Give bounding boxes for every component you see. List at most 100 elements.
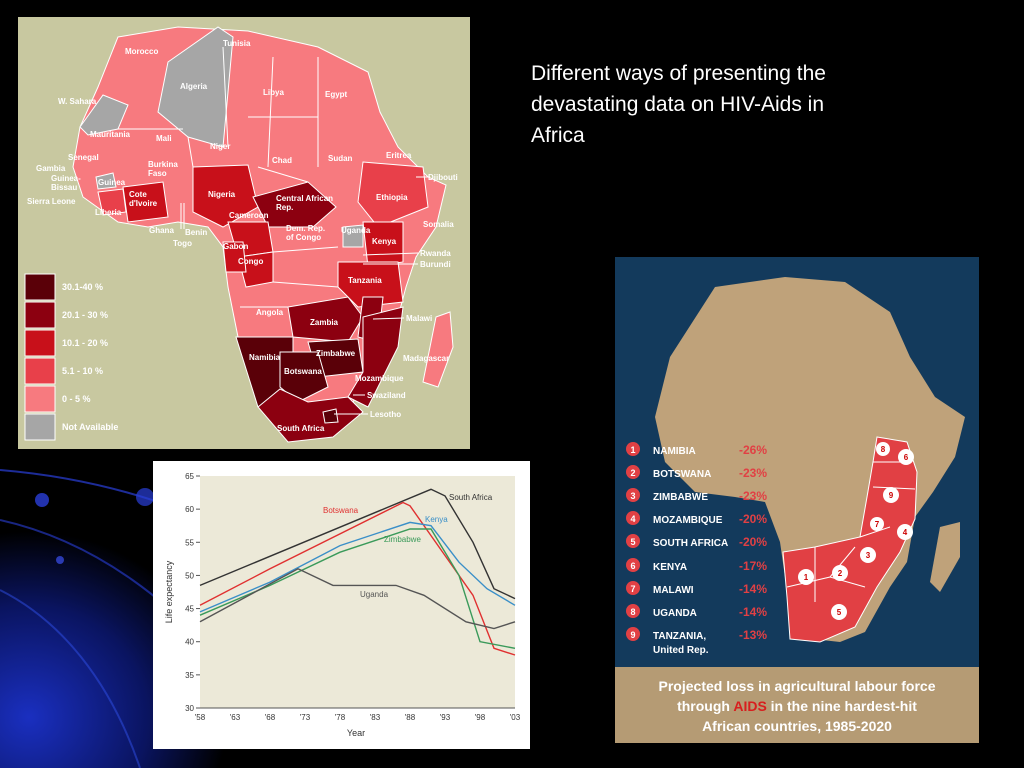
series-line-south-africa (199, 488, 516, 600)
svg-text:8: 8 (630, 607, 635, 617)
botswana-shape (279, 351, 329, 403)
labour-loss-map: 1 2 3 4 5 6 7 8 9 1 NAMIBIA -26% 2 BOTSWANA… (615, 257, 979, 743)
svg-text:NAMIBIA: NAMIBIA (653, 446, 696, 457)
label-nigeria: Nigeria (208, 190, 236, 199)
label-zambia: Zambia (310, 318, 339, 327)
gambia-shape (95, 172, 117, 190)
label-car: Central African Rep. (276, 194, 333, 212)
legend-swatch-20-30 (24, 301, 56, 329)
caption-bar (615, 667, 979, 743)
legend-label: 0 - 5 % (62, 394, 91, 404)
label-ghana: Ghana (149, 226, 174, 235)
y-tick-label: 35 (185, 671, 194, 680)
svg-text:-13%: -13% (739, 628, 767, 642)
marker-kenya: 6 (898, 449, 914, 465)
svg-text:ZIMBABWE: ZIMBABWE (653, 492, 708, 503)
svg-text:-14%: -14% (739, 582, 767, 596)
x-tick-label: '73 (300, 713, 311, 722)
svg-text:3: 3 (630, 491, 635, 501)
x-tick-label: '78 (335, 713, 346, 722)
madagascar-land-shape (930, 522, 960, 592)
svg-text:6: 6 (630, 561, 635, 571)
kenya-shape (362, 221, 404, 268)
svg-text:MALAWI: MALAWI (653, 585, 694, 596)
legend-label: 20.1 - 30 % (62, 310, 108, 320)
y-tick-label: 60 (185, 505, 194, 514)
svg-text:-23%: -23% (739, 466, 767, 480)
caption-line-2: through AIDS in the nine hardest-hit (677, 698, 917, 714)
x-tick-label: '98 (475, 713, 486, 722)
x-tick-label: '03 (510, 713, 521, 722)
legend-label: Not Available (62, 422, 118, 432)
label-zimbabwe: Zimbabwe (316, 349, 356, 358)
svg-text:BOTSWANA: BOTSWANA (653, 469, 711, 480)
label-egypt: Egypt (325, 90, 348, 99)
w-sahara-shape (79, 94, 129, 136)
label-gabon: Gabon (223, 242, 248, 251)
svg-text:-20%: -20% (739, 512, 767, 526)
label-south-africa: South Africa (277, 424, 325, 433)
rank-row: 2 BOTSWANA -23% (626, 465, 767, 480)
label-burkina-faso: Burkina Faso (148, 160, 178, 178)
label-congo: Congo (238, 257, 263, 266)
label-malawi: Malawi (406, 314, 432, 323)
caption-line-1: Projected loss in agricultural labour fo… (659, 678, 936, 694)
label-w-sahara: W. Sahara (58, 97, 97, 106)
svg-text:SOUTH AFRICA: SOUTH AFRICA (653, 538, 728, 549)
prevalence-map: Morocco Algeria Tunisia Libya Egypt W. S… (18, 17, 470, 449)
y-tick-label: 65 (185, 472, 194, 481)
legend-swatch-na (24, 413, 56, 441)
label-sierra-leone: Sierra Leone (27, 197, 76, 206)
label-tanzania: Tanzania (348, 276, 382, 285)
series-line-kenya (199, 521, 516, 613)
life-expectancy-chart: 30 35 40 45 50 55 60 65 '58 '63 '68 '73 '78 '83 '88 '9… (153, 461, 530, 749)
legend-label: 5.1 - 10 % (62, 366, 103, 376)
tanzania-suffix: United Rep. (653, 645, 709, 656)
marker-mozambique: 4 (897, 524, 913, 540)
marker-botswana: 2 (832, 565, 848, 581)
caption: Projected loss in agricultural labour fo… (659, 678, 936, 734)
highlight-region-shape (782, 436, 918, 643)
label-angola: Angola (256, 308, 284, 317)
y-tick-label: 40 (185, 638, 194, 647)
svg-text:MOZAMBIQUE: MOZAMBIQUE (653, 515, 723, 526)
label-gambia: Gambia (36, 164, 66, 173)
y-tick-label: 30 (185, 704, 194, 713)
svg-text:6: 6 (904, 453, 909, 462)
label-libya: Libya (263, 88, 284, 97)
svg-text:1: 1 (630, 445, 635, 455)
svg-text:3: 3 (866, 551, 871, 560)
legend-swatch-10-20 (24, 329, 56, 357)
label-algeria: Algeria (180, 82, 208, 91)
label-chad: Chad (272, 156, 292, 165)
series-label-south-africa: South Africa (449, 493, 493, 502)
south-africa-shape (257, 388, 364, 443)
mozambique-shape (347, 306, 404, 408)
x-tick-label: '93 (440, 713, 451, 722)
x-tick-label: '63 (230, 713, 241, 722)
plot-area (200, 476, 515, 708)
svg-text:-14%: -14% (739, 605, 767, 619)
label-liberia: Liberia (95, 208, 122, 217)
label-morocco: Morocco (125, 47, 158, 56)
label-eritrea: Eritrea (386, 151, 412, 160)
series-label-zimbabwe: Zimbabwe (384, 535, 421, 544)
y-tick-label: 50 (185, 571, 194, 580)
svg-text:5: 5 (837, 608, 842, 617)
label-sudan: Sudan (328, 154, 353, 163)
svg-text:5: 5 (630, 537, 635, 547)
cote-divoire-shape (122, 181, 169, 223)
marker-zimbabwe: 3 (860, 547, 876, 563)
label-benin: Benin (185, 228, 207, 237)
lesotho-shape (322, 408, 339, 424)
legend-label: 10.1 - 20 % (62, 338, 108, 348)
marker-south-africa: 5 (831, 604, 847, 620)
label-cote-divoire: Cote d'Ivoire (129, 190, 158, 208)
prevalence-map-svg: Morocco Algeria Tunisia Libya Egypt W. S… (24, 26, 458, 443)
label-cameroon: Cameroon (229, 211, 269, 220)
svg-text:9: 9 (889, 491, 894, 500)
label-senegal: Senegal (68, 153, 99, 162)
highlight-borders (786, 461, 916, 602)
svg-text:UGANDA: UGANDA (653, 608, 697, 619)
gabon-shape (222, 241, 247, 273)
